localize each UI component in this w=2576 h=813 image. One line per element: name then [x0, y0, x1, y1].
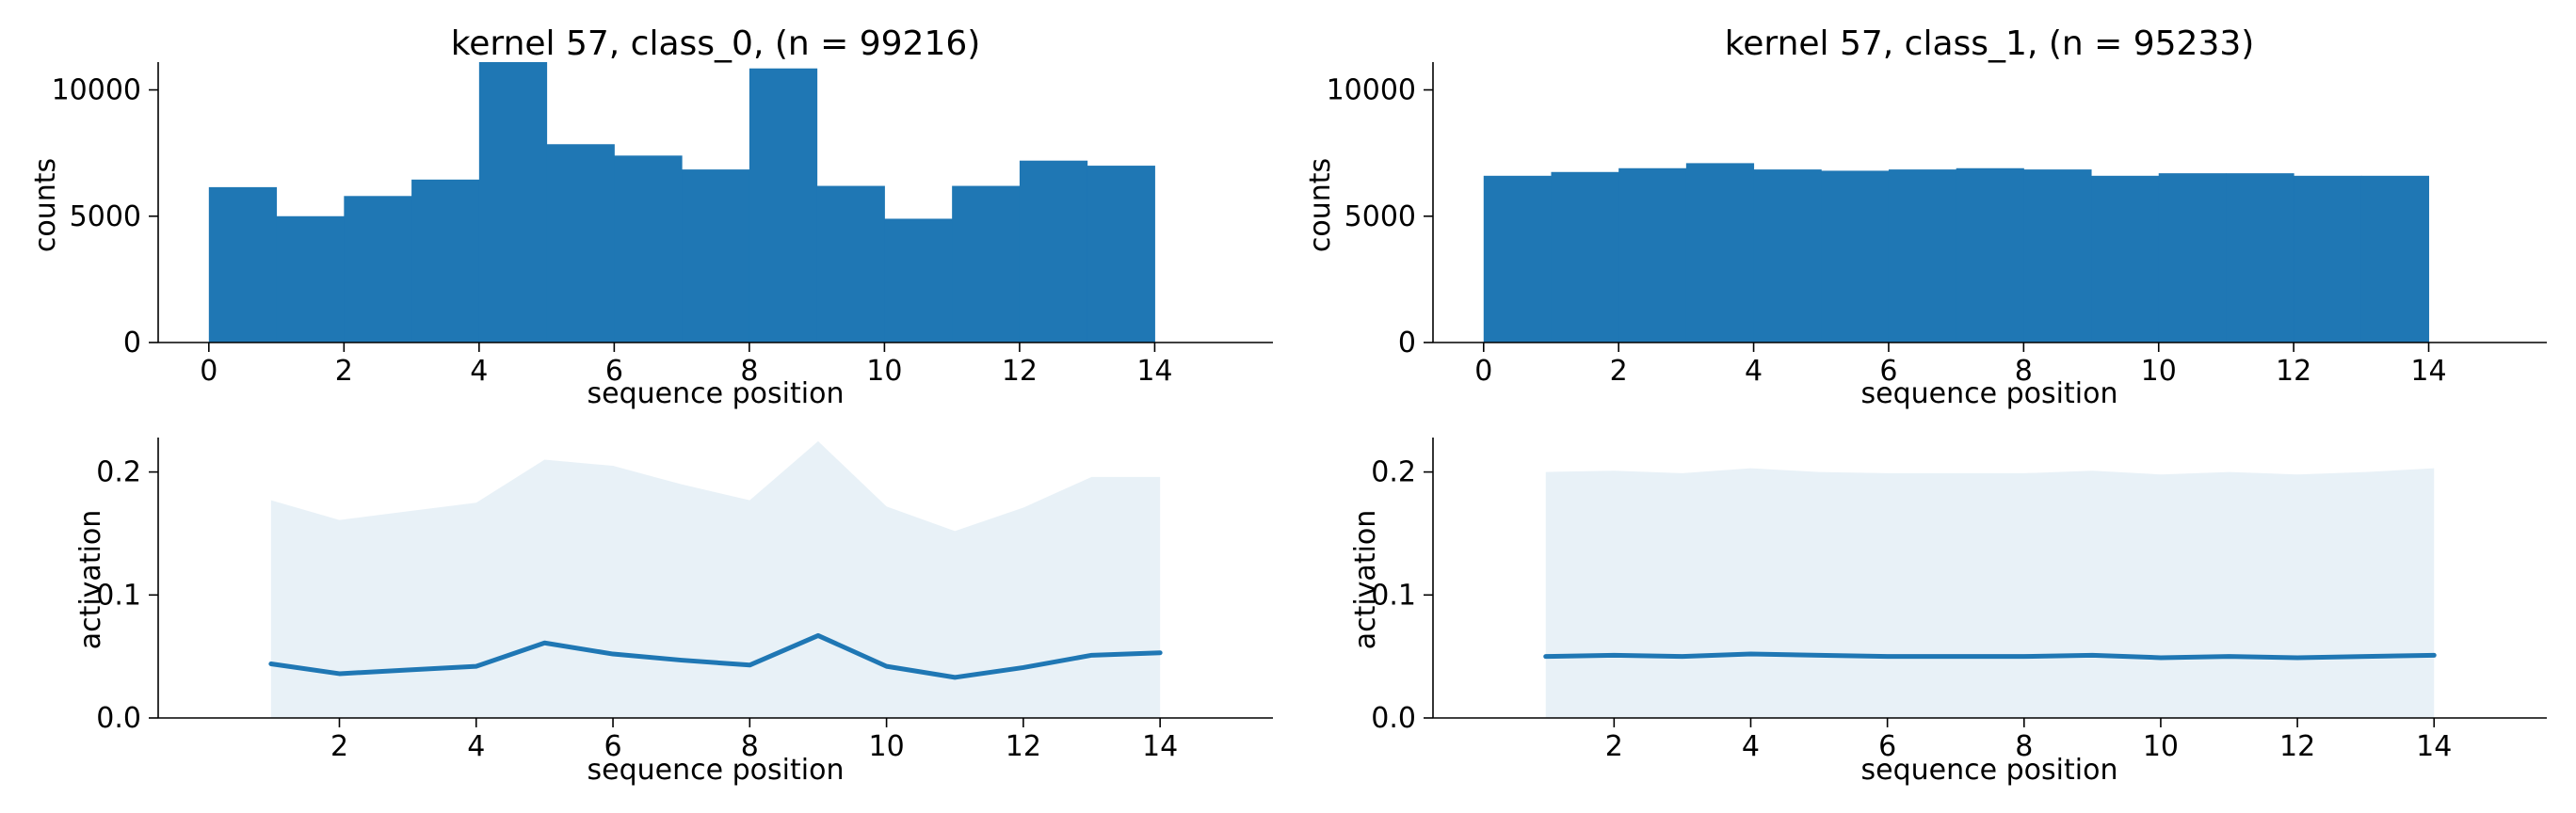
histogram-bar	[952, 185, 1021, 343]
x-axis-label: sequence position	[588, 377, 845, 410]
chart-title: kernel 57, class_1, (n = 95233)	[1725, 24, 2255, 63]
mean-activation-line	[268, 632, 1163, 680]
x-tick-label: 12	[2276, 355, 2311, 388]
x-tick-label: 14	[2410, 355, 2446, 388]
x-tick-label: 10	[2141, 355, 2177, 388]
x-tick-label: 0	[200, 355, 217, 388]
activation-band	[1545, 468, 2435, 718]
x-tick-label: 4	[1745, 355, 1763, 388]
x-axis-label: sequence position	[1861, 377, 2118, 410]
histogram-bar	[1956, 167, 2024, 343]
chart-title: kernel 57, class_0, (n = 99216)	[451, 24, 981, 63]
histogram-bar	[1753, 169, 1822, 343]
x-tick-label: 6	[1878, 730, 1896, 763]
histogram-bar	[1019, 160, 1088, 343]
x-tick-label: 12	[1006, 730, 1041, 763]
x-axis-label: sequence position	[1861, 754, 2118, 787]
histogram-bar	[2360, 175, 2430, 343]
y-tick-label: 0	[1398, 327, 1416, 359]
histogram-bar	[478, 62, 548, 343]
histogram-bar	[1551, 171, 1619, 343]
x-tick-label: 2	[1605, 730, 1623, 763]
y-tick-label: 0.0	[1371, 702, 1416, 735]
y-tick-label: 0.2	[96, 456, 141, 489]
histogram-bar	[816, 185, 885, 343]
histogram-bar	[276, 215, 345, 343]
y-tick-label: 5000	[1344, 200, 1416, 233]
histogram-bar	[682, 169, 750, 343]
y-tick-label: 0.1	[96, 579, 141, 612]
histogram-bar	[2294, 175, 2362, 343]
histogram-bar	[546, 144, 615, 343]
y-axis-label: activation	[74, 510, 107, 650]
x-tick-label: 12	[2279, 730, 2315, 763]
x-tick-label: 10	[866, 355, 902, 388]
y-tick-label: 0.0	[96, 702, 141, 735]
x-tick-label: 14	[1142, 730, 1178, 763]
x-tick-label: 6	[605, 355, 623, 388]
x-tick-label: 2	[1610, 355, 1628, 388]
y-axis-label: counts	[1304, 158, 1337, 252]
x-tick-label: 6	[604, 730, 621, 763]
histogram-class-0-panel: kernel 57, class_0, (n = 99216) counts s…	[29, 24, 1273, 410]
x-tick-label: 4	[470, 355, 488, 388]
x-tick-label: 6	[1879, 355, 1897, 388]
x-axis-label: sequence position	[588, 754, 845, 787]
x-tick-label: 10	[869, 730, 905, 763]
histogram-bar	[1685, 163, 1755, 343]
y-axis-label: activation	[1349, 510, 1382, 650]
x-tick-label: 14	[2416, 730, 2452, 763]
x-tick-label: 8	[2015, 355, 2033, 388]
histogram-bar	[2091, 175, 2160, 343]
y-tick-label: 5000	[70, 200, 141, 233]
y-axis-label: counts	[29, 158, 62, 252]
x-tick-label: 4	[467, 730, 485, 763]
x-tick-label: 12	[1002, 355, 1038, 388]
histogram-bar	[614, 155, 683, 343]
x-tick-label: 10	[2143, 730, 2179, 763]
x-tick-label: 8	[741, 730, 759, 763]
histogram-bar	[411, 179, 480, 343]
histogram-bar	[2158, 173, 2227, 343]
x-tick-label: 8	[2015, 730, 2033, 763]
histogram-bar	[2023, 169, 2092, 343]
histogram-bar	[2226, 173, 2294, 343]
x-tick-label: 0	[1474, 355, 1492, 388]
y-tick-label: 0.2	[1371, 456, 1416, 489]
y-tick-label: 0	[123, 327, 141, 359]
histogram-bar	[1483, 175, 1552, 343]
x-tick-label: 8	[740, 355, 758, 388]
activation-class-0-panel: activation sequence position 2 4 6 8 10 12 14 0…	[74, 438, 1273, 787]
activation-band	[270, 440, 1161, 718]
histogram-class-1-panel: kernel 57, class_1, (n = 95233) counts s…	[1304, 24, 2547, 410]
activation-class-1-panel: activation sequence position 2 4 6 8 10 12 14 0…	[1349, 438, 2547, 787]
histogram-bar	[1888, 169, 1957, 343]
histogram-bar	[749, 68, 818, 343]
histogram-bar	[344, 196, 412, 343]
mean-activation-line	[1543, 651, 2437, 661]
histogram-bar	[1821, 170, 1890, 343]
histogram-bar	[1618, 167, 1687, 343]
x-tick-label: 2	[330, 730, 348, 763]
histogram-bar	[884, 218, 953, 343]
histogram-bar	[208, 186, 278, 343]
x-tick-label: 4	[1742, 730, 1760, 763]
y-tick-label: 10000	[1327, 74, 1416, 107]
y-tick-label: 10000	[52, 74, 141, 107]
y-tick-label: 0.1	[1371, 579, 1416, 612]
histogram-bar	[1087, 166, 1155, 343]
x-tick-label: 14	[1136, 355, 1172, 388]
x-tick-label: 2	[335, 355, 353, 388]
